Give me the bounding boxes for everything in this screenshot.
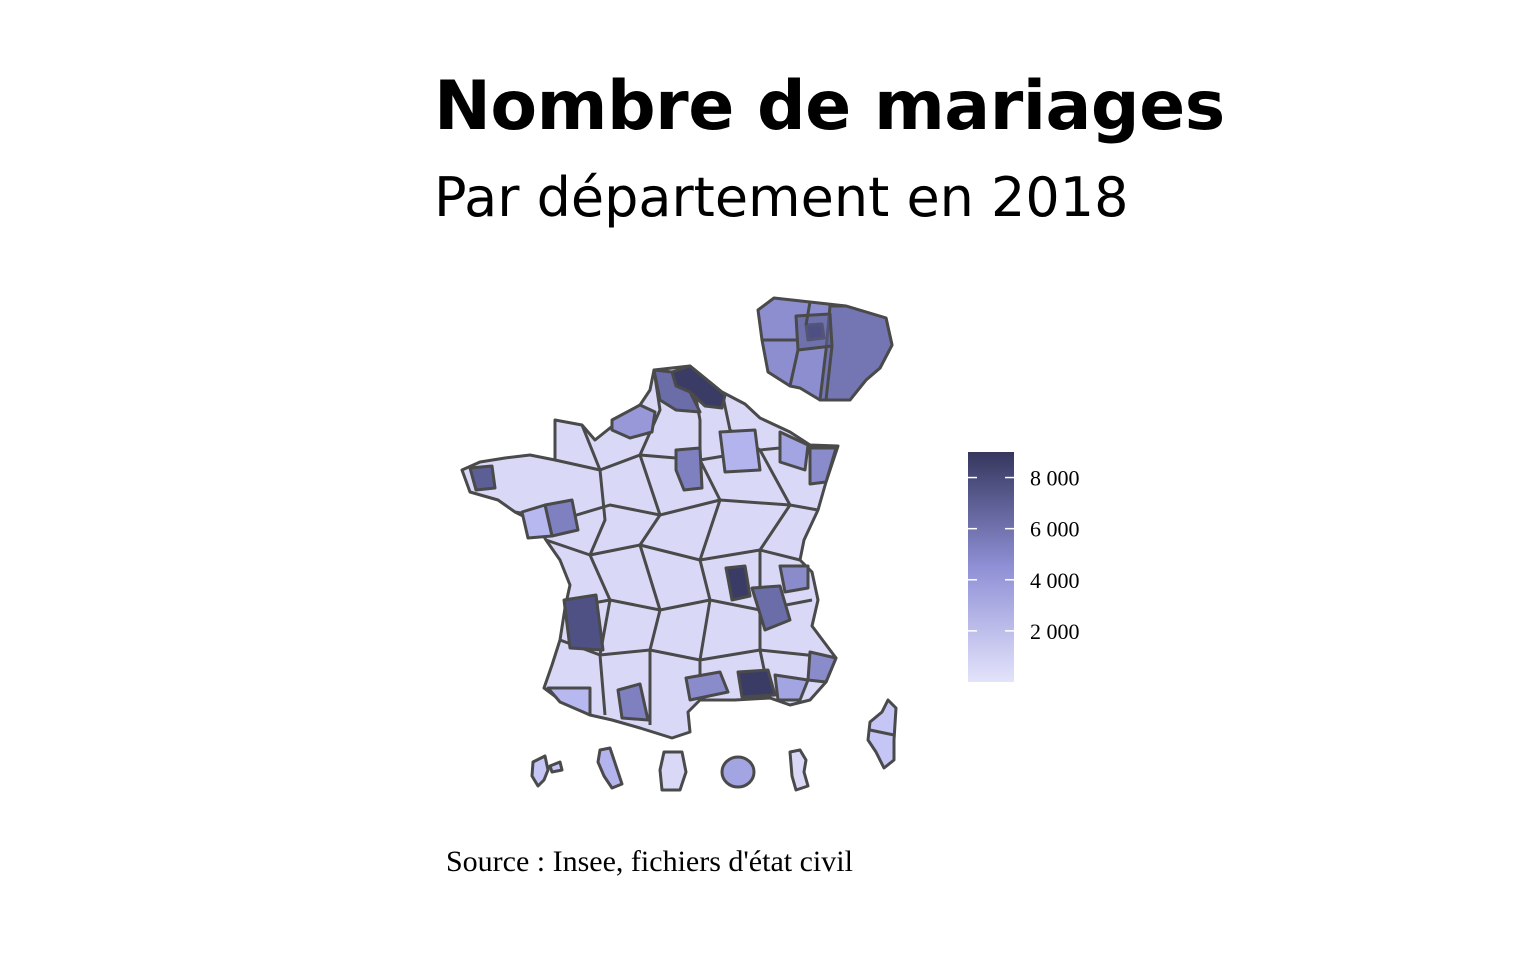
source-caption: Source : Insee, fichiers d'état civil (446, 845, 853, 878)
dept-pas-de-calais (652, 368, 702, 414)
dept-moselle (778, 430, 810, 472)
guyane (658, 750, 688, 792)
dept-finistere (468, 464, 497, 492)
dept-haute-garonne (616, 682, 650, 722)
legend-tick-label: 6 000 (1030, 517, 1080, 542)
idf-inset-inner-ring (794, 312, 834, 352)
legend-colorbar (968, 452, 1014, 682)
map-subtitle: Par département en 2018 (434, 166, 1129, 229)
dept-rhone (724, 564, 752, 602)
mayotte (788, 748, 810, 792)
corsica-division (869, 728, 895, 737)
map-title: Nombre de mariages (434, 67, 1225, 146)
dept-seine-maritime (610, 403, 657, 440)
legend-tick-label: 2 000 (1030, 619, 1080, 644)
dept-marne (718, 428, 762, 474)
dept-haute-savoie (778, 564, 810, 594)
idf-inset-divisions (762, 301, 834, 401)
martinique (596, 746, 624, 790)
dept-var (773, 673, 810, 702)
legend-ticks: 2 000 4 000 6 000 8 000 (968, 466, 1080, 644)
legend-tick-label: 8 000 (1030, 466, 1080, 491)
legend-tick-label: 4 000 (1030, 568, 1080, 593)
dept-isere (750, 584, 792, 632)
dept-loire-atlantique (520, 503, 554, 540)
dept-herault (684, 670, 730, 702)
dept-pyrenees-atlantiques (546, 686, 592, 717)
france-choropleth-map (460, 296, 898, 792)
dept-alpes-maritimes (806, 650, 838, 684)
idf-inset-seine-et-marne (818, 304, 894, 402)
dept-ile-de-france-core (674, 446, 704, 492)
dept-gironde (562, 593, 605, 652)
guadeloupe (530, 754, 564, 788)
dept-bas-rhin (808, 446, 838, 486)
dept-bouches-du-rhone (736, 668, 777, 699)
map-legend: 2 000 4 000 6 000 8 000 (968, 452, 1080, 682)
reunion (720, 755, 756, 789)
